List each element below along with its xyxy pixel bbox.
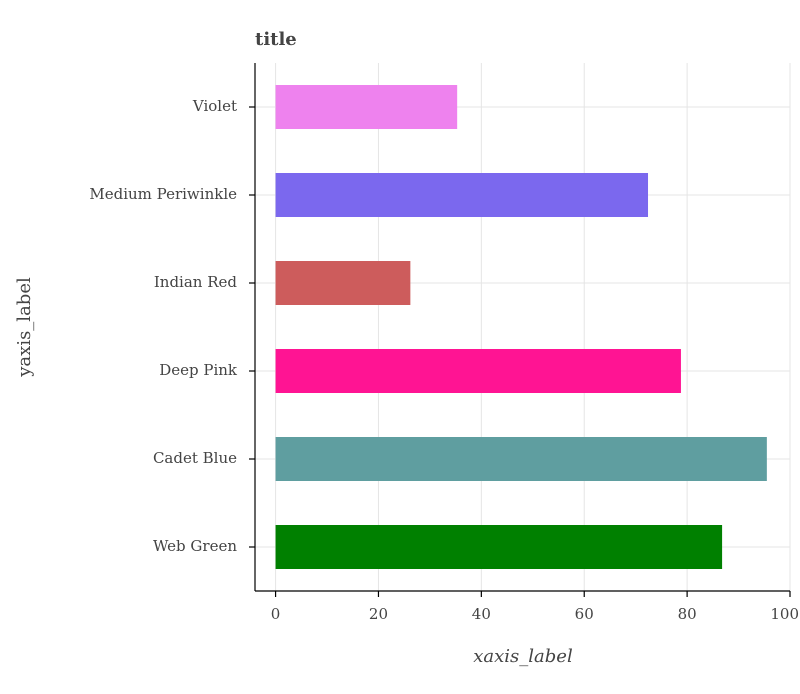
y-axis-label: yaxis_label xyxy=(14,277,35,378)
y-tick-label: Indian Red xyxy=(154,273,238,291)
x-tick-label: 100 xyxy=(770,605,799,623)
y-tick-label: Deep Pink xyxy=(159,361,238,379)
bar xyxy=(275,85,458,129)
y-tick-label: Violet xyxy=(192,97,237,115)
bar xyxy=(275,525,723,569)
x-tick-label: 0 xyxy=(271,605,281,623)
x-tick-label: 40 xyxy=(472,605,491,623)
y-tick-label: Cadet Blue xyxy=(153,449,237,467)
bar xyxy=(275,261,411,305)
bar xyxy=(275,173,649,217)
bar xyxy=(275,349,681,393)
x-tick-label: 80 xyxy=(678,605,697,623)
y-tick-label: Medium Periwinkle xyxy=(89,185,237,203)
y-tick-label: Web Green xyxy=(153,537,237,555)
x-tick-label: 60 xyxy=(575,605,594,623)
bar xyxy=(275,437,767,481)
x-axis-label: xaxis_label xyxy=(473,646,573,667)
x-tick-label: 20 xyxy=(369,605,388,623)
chart-title: title xyxy=(255,29,297,50)
